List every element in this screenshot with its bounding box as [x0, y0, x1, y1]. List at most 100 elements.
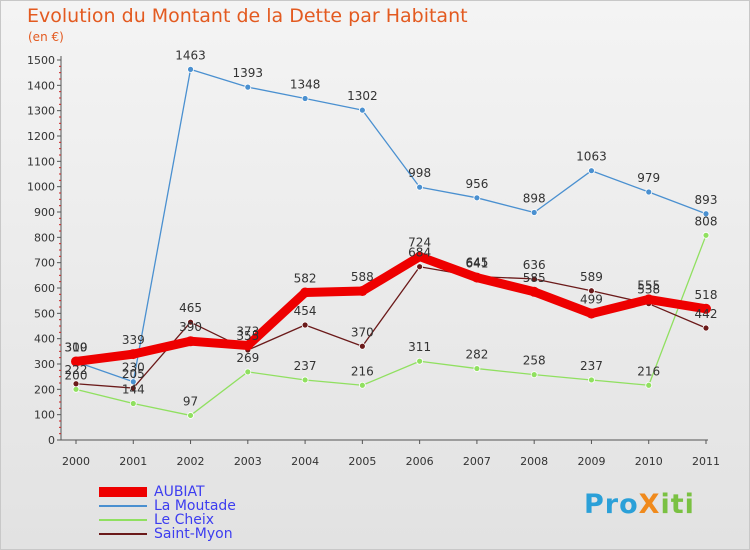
- data-point: [588, 167, 595, 175]
- data-label: 585: [523, 271, 546, 285]
- x-tick-label: 2011: [692, 455, 720, 468]
- y-tick-label: 700: [34, 257, 55, 270]
- data-label: 311: [408, 340, 431, 354]
- data-point: [244, 83, 252, 91]
- x-tick-label: 2003: [234, 455, 262, 468]
- data-label: 893: [695, 193, 718, 207]
- data-label: 956: [465, 177, 488, 191]
- data-label: 97: [183, 394, 198, 408]
- data-label: 808: [695, 214, 718, 228]
- legend-item: Le Cheix: [99, 513, 236, 527]
- y-tick-label: 100: [34, 409, 55, 422]
- y-tick-label: 400: [34, 333, 55, 346]
- data-label: 310: [65, 340, 88, 354]
- data-point: [72, 380, 80, 388]
- x-tick-label: 2000: [62, 455, 90, 468]
- y-tick-label: 1500: [27, 54, 55, 67]
- data-point: [471, 272, 482, 283]
- data-point: [702, 231, 710, 239]
- x-tick-label: 2006: [406, 455, 434, 468]
- data-label: 555: [637, 278, 660, 292]
- data-point: [244, 368, 252, 376]
- data-label: 355: [236, 329, 259, 343]
- data-point: [187, 412, 194, 419]
- data-label: 309: [65, 341, 88, 355]
- data-label: 269: [236, 351, 259, 365]
- legend-label: Le Cheix: [154, 512, 215, 528]
- data-label: 237: [294, 359, 317, 373]
- data-label: 370: [351, 325, 374, 339]
- x-tick-label: 2004: [291, 455, 319, 468]
- data-label: 222: [65, 363, 88, 377]
- data-label: 684: [408, 246, 431, 260]
- legend-swatch: [99, 487, 147, 497]
- legend-label: Saint-Myon: [154, 526, 233, 542]
- data-point: [702, 210, 710, 218]
- data-point: [529, 286, 540, 297]
- data-label: 282: [465, 348, 488, 362]
- data-label: 499: [580, 293, 603, 307]
- data-point: [416, 357, 424, 365]
- data-point: [416, 183, 424, 191]
- data-point: [129, 400, 137, 407]
- data-point: [643, 294, 654, 305]
- x-tick-label: 2005: [348, 455, 376, 468]
- data-label: 258: [523, 354, 546, 368]
- data-point: [129, 384, 137, 392]
- y-tick-label: 0: [48, 434, 55, 447]
- data-point: [530, 371, 538, 379]
- data-label: 636: [523, 258, 546, 272]
- data-point: [530, 209, 538, 216]
- y-tick-label: 1100: [27, 155, 55, 168]
- data-label: 641: [465, 257, 488, 271]
- data-point: [473, 365, 481, 372]
- x-tick-label: 2007: [463, 455, 491, 468]
- chart-title: Evolution du Montant de la Dette par Hab…: [27, 5, 468, 27]
- data-label: 979: [637, 171, 660, 185]
- data-label: 390: [179, 320, 202, 334]
- data-point: [358, 106, 366, 114]
- data-label: 1348: [290, 78, 321, 92]
- data-point: [300, 287, 311, 298]
- y-tick-label: 1200: [27, 130, 55, 143]
- data-label: 230: [122, 361, 145, 375]
- data-point: [645, 381, 653, 389]
- data-label: 205: [122, 367, 145, 381]
- data-label: 200: [65, 368, 88, 382]
- data-label: 339: [122, 333, 145, 347]
- legend-label: La Moutade: [154, 498, 236, 514]
- y-tick-label: 1300: [27, 105, 55, 118]
- data-label: 724: [408, 236, 431, 250]
- data-point: [301, 376, 309, 384]
- data-label: 144: [122, 383, 145, 397]
- data-point: [645, 188, 653, 196]
- y-tick-label: 600: [34, 282, 55, 295]
- legend-swatch: [99, 505, 147, 507]
- data-point: [416, 263, 424, 271]
- data-point: [588, 287, 595, 295]
- chart-unit-label: (en €): [28, 30, 64, 44]
- data-point: [72, 385, 80, 393]
- data-point: [71, 356, 81, 367]
- data-point: [358, 342, 366, 350]
- data-label: 454: [294, 304, 317, 318]
- data-label: 538: [637, 283, 660, 297]
- data-label: 518: [695, 288, 718, 302]
- data-label: 465: [179, 301, 202, 315]
- data-point: [588, 376, 595, 384]
- data-point: [187, 318, 194, 326]
- x-tick-label: 2002: [177, 455, 205, 468]
- chart-legend: AUBIAT La Moutade Le Cheix Saint-Myon: [99, 485, 236, 541]
- series-line-aubiat: [71, 252, 711, 366]
- data-point: [473, 194, 481, 202]
- data-point: [530, 275, 538, 283]
- data-label: 582: [294, 272, 317, 286]
- data-point: [702, 324, 710, 332]
- y-tick-label: 1400: [27, 79, 55, 92]
- data-point: [185, 336, 196, 347]
- data-label: 442: [695, 307, 718, 321]
- data-label: 1463: [175, 48, 206, 62]
- y-tick-label: 300: [34, 358, 55, 371]
